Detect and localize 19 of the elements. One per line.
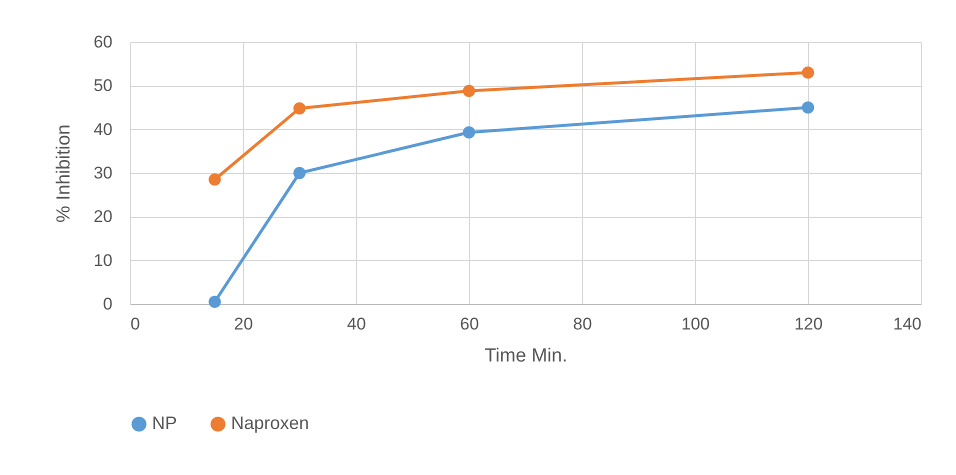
y-tick-label: 10 (94, 250, 112, 270)
y-tick-label: 40 (94, 120, 112, 139)
legend-label: NP (152, 413, 178, 434)
legend-label: Naproxen (231, 413, 310, 434)
y-tick-label: 30 (94, 164, 112, 182)
x-tick-label: 20 (234, 314, 253, 334)
x-tick-label: 140 (893, 314, 922, 334)
y-tick-label: 0 (103, 294, 112, 314)
x-tick-label: 80 (573, 314, 592, 334)
y-tick-label: 20 (94, 207, 112, 226)
x-axis-title: Time Min. (484, 346, 568, 366)
y-axis-title: % Inhibition (54, 124, 75, 223)
x-tick-label: 0 (130, 314, 140, 334)
x-tick-label: 100 (681, 314, 710, 334)
x-tick-label: 120 (794, 314, 823, 334)
x-tick-label: 60 (460, 314, 479, 334)
y-tick-label: 50 (94, 76, 112, 96)
y-tick-label: 60 (94, 32, 112, 52)
x-tick-label: 40 (347, 314, 366, 334)
